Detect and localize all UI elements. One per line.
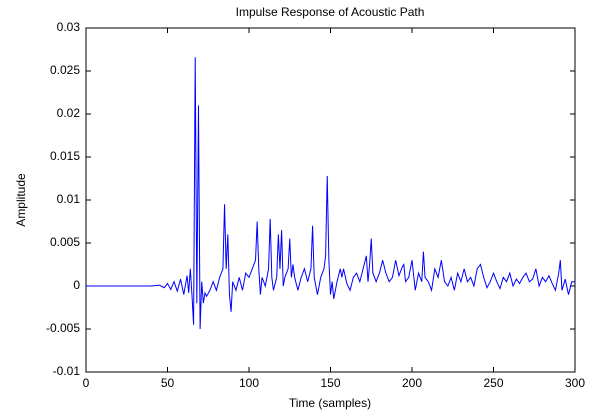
y-tick-label: 0.005 <box>50 235 80 249</box>
x-tick-label: 200 <box>402 376 422 390</box>
y-tick-label: 0.025 <box>50 63 80 77</box>
x-tick-label: 0 <box>83 376 90 390</box>
y-tick-label: 0.01 <box>57 192 81 206</box>
y-tick-label: -0.01 <box>53 364 81 378</box>
y-tick-label: 0.03 <box>57 20 81 34</box>
y-tick-label: 0 <box>73 278 80 292</box>
y-tick-label: 0.02 <box>57 106 81 120</box>
y-axis-label: Amplitude <box>14 173 28 227</box>
x-tick-label: 50 <box>161 376 175 390</box>
x-tick-label: 250 <box>483 376 503 390</box>
y-tick-label: -0.005 <box>46 321 80 335</box>
y-tick-label: 0.015 <box>50 149 80 163</box>
x-tick-label: 100 <box>239 376 259 390</box>
signal-line <box>86 57 575 330</box>
x-tick-label: 150 <box>320 376 340 390</box>
chart-title: Impulse Response of Acoustic Path <box>236 5 425 19</box>
x-tick-label: 300 <box>565 376 585 390</box>
x-axis-label: Time (samples) <box>289 396 371 410</box>
